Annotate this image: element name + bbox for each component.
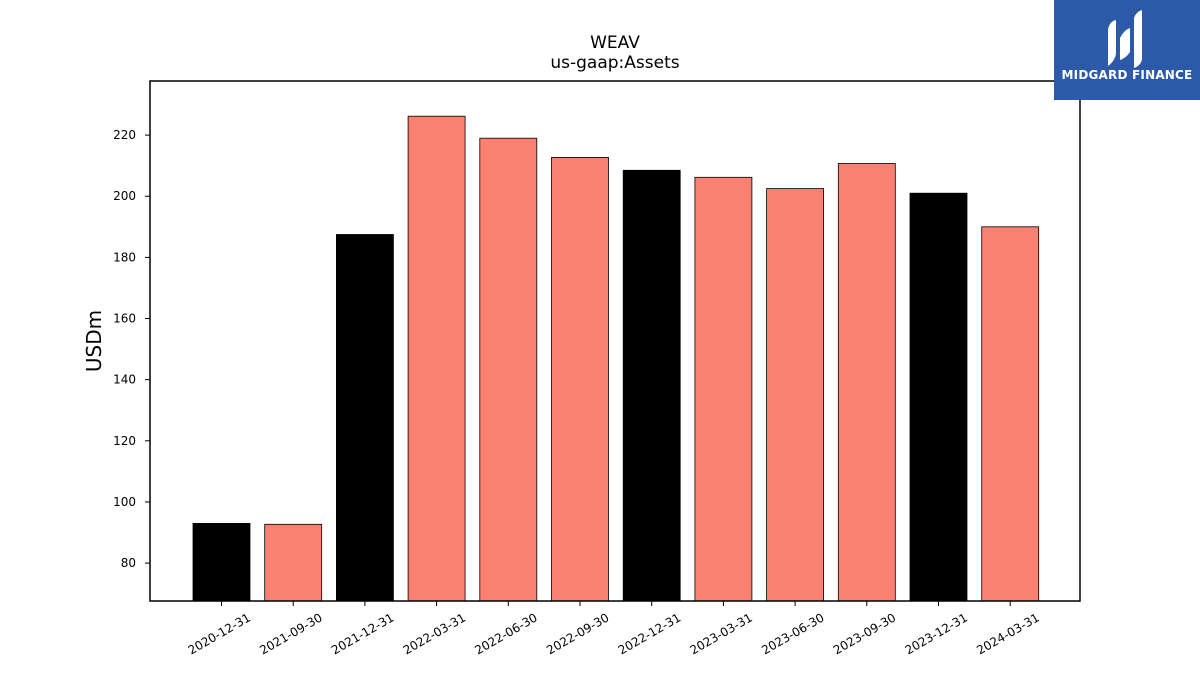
bar-2023-06-30 [766, 188, 824, 602]
x-tick-label: 2022-06-30 [472, 610, 539, 657]
bar-2023-03-31 [694, 176, 753, 602]
x-tick-label: 2024-03-31 [974, 610, 1041, 657]
x-tick-label: 2022-03-31 [401, 610, 468, 657]
bar-2024-03-31 [981, 226, 1040, 602]
bar-2023-09-30 [837, 163, 896, 602]
y-axis: 80 100 120 140 160 180 200 220 [113, 128, 150, 570]
y-tick-label: 180 [113, 250, 136, 264]
y-tick-label: 160 [113, 312, 136, 326]
bar-2022-03-31 [407, 115, 466, 602]
chart-subtitle: us-gaap:Assets [550, 53, 679, 73]
y-tick-label: 220 [113, 128, 136, 142]
midgard-finance-logo: MIDGARD FINANCE [1054, 0, 1200, 100]
logo-mark-icon [1108, 10, 1142, 68]
y-axis-label: USDm [82, 310, 106, 372]
y-tick-label: 200 [113, 189, 136, 203]
x-tick-label: 2023-12-31 [903, 610, 970, 657]
x-tick-label: 2023-03-31 [687, 610, 754, 657]
chart-title: WEAV [590, 33, 640, 53]
bar-2022-09-30 [551, 156, 609, 602]
y-tick-label: 100 [113, 495, 136, 509]
bar-2021-12-31 [335, 234, 394, 602]
bars-group [192, 115, 1040, 602]
bar-2022-12-31 [622, 169, 681, 602]
y-tick-label: 140 [113, 373, 136, 387]
x-axis: 2020-12-31 2021-09-30 2021-12-31 2022-03-31… [186, 601, 1042, 657]
x-tick-label: 2021-09-30 [257, 610, 324, 657]
bar-2021-09-30 [264, 523, 323, 602]
x-tick-label: 2021-12-31 [329, 610, 396, 657]
logo-text: MIDGARD FINANCE [1061, 68, 1193, 82]
x-tick-label: 2023-06-30 [759, 610, 826, 657]
y-tick-label: 80 [121, 556, 136, 570]
bar-2020-12-31 [192, 523, 251, 602]
bar-2023-12-31 [909, 192, 968, 602]
x-tick-label: 2020-12-31 [186, 610, 253, 657]
plot-frame [149, 80, 1081, 602]
bar-2022-06-30 [479, 137, 538, 602]
y-tick-label: 120 [113, 434, 136, 448]
x-tick-label: 2022-09-30 [544, 610, 611, 657]
x-tick-label: 2022-12-31 [616, 610, 683, 657]
x-tick-label: 2023-09-30 [831, 610, 898, 657]
